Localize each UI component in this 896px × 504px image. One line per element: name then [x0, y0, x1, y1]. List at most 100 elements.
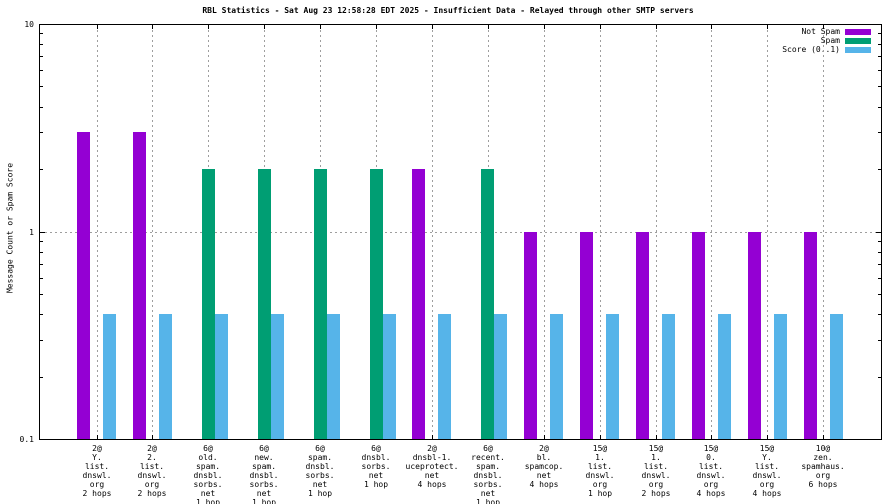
bar-not-spam	[804, 232, 817, 439]
x-tick-label-line: new.	[254, 453, 274, 462]
x-tick-label-line: 6@	[203, 444, 213, 453]
x-tick-top	[152, 25, 153, 29]
x-tick-label-line: 6@	[315, 444, 325, 453]
x-tick-label-line: list.	[698, 462, 724, 471]
x-tick-label-line: 2 hops	[641, 489, 671, 498]
y-tick-minor-left	[40, 44, 43, 45]
x-tick-label-line: 2@	[147, 444, 157, 453]
bar-score	[215, 314, 228, 439]
x-tick-label: 2@ Y. list. dnswl. org 2 hops	[64, 444, 130, 498]
legend-item: Spam	[782, 36, 871, 45]
y-tick-minor-right	[878, 294, 881, 295]
y-tick-minor-left	[40, 33, 43, 34]
x-tick-label-line: 4 hops	[696, 489, 726, 498]
y-tick-minor-right	[878, 377, 881, 378]
x-tick-label-line: Y.	[762, 453, 772, 462]
x-tick-label-line: 1 hop	[195, 498, 221, 504]
x-tick-label-line: net	[312, 480, 328, 489]
legend-label: Score (0..1)	[782, 45, 840, 54]
x-tick-label-line: sorbs.	[249, 480, 279, 489]
x-tick-label-line: 1 hop	[307, 489, 333, 498]
x-tick-label-line: 1 hop	[587, 489, 613, 498]
x-tick-bottom	[432, 435, 433, 439]
x-tick-label-line: 6@	[259, 444, 269, 453]
x-tick-label-line: 2@	[92, 444, 102, 453]
legend-swatch	[845, 37, 871, 44]
y-tick-minor-right	[878, 169, 881, 170]
x-tick-label-line: dnswl.	[82, 471, 112, 480]
y-tick-minor-right	[878, 278, 881, 279]
y-tick-minor-right	[878, 107, 881, 108]
x-tick-label-line: uceprotect.	[405, 462, 459, 471]
y-tick-minor-left	[40, 107, 43, 108]
x-tick-bottom	[97, 435, 98, 439]
x-tick-label: 2@ 2. list. dnswl. org 2 hops	[119, 444, 185, 498]
x-tick-label-line: 10@	[815, 444, 831, 453]
x-tick-top	[432, 25, 433, 29]
x-tick-top	[97, 25, 98, 29]
x-tick-label-line: zen.	[813, 453, 833, 462]
y-tick-major-right	[876, 24, 881, 25]
x-tick-label: 10@ zen. spamhaus. org 6 hops	[790, 444, 856, 489]
bar-spam	[370, 169, 383, 439]
x-tick-label-line: sorbs.	[473, 480, 503, 489]
x-tick-label: 15@ 0. list. dnswl. org 4 hops	[678, 444, 744, 498]
x-tick-label-line: 2@	[539, 444, 549, 453]
bar-score	[383, 314, 396, 439]
x-tick-label-line: list.	[84, 462, 110, 471]
x-tick-label-line: 6 hops	[808, 480, 838, 489]
x-tick-top	[656, 25, 657, 29]
bar-score	[438, 314, 451, 439]
y-tick-minor-left	[40, 132, 43, 133]
x-tick-top	[823, 25, 824, 29]
x-tick-label: 15@ Y. list. dnswl. org 4 hops	[734, 444, 800, 498]
x-tick-top	[208, 25, 209, 29]
x-tick-label-line: 4 hops	[529, 480, 559, 489]
y-tick-minor-left	[40, 241, 43, 242]
bar-not-spam	[133, 132, 146, 439]
x-tick-bottom	[823, 435, 824, 439]
x-tick-label-line: dnsbl.	[473, 471, 503, 480]
x-tick-label-line: list.	[754, 462, 780, 471]
y-tick-minor-right	[878, 252, 881, 253]
x-tick-label-line: dnsbl.	[193, 471, 223, 480]
y-tick-minor-left	[40, 86, 43, 87]
y-tick-major-left	[40, 24, 45, 25]
x-tick-label-line: 1 hop	[363, 480, 389, 489]
x-tick-label-line: 4 hops	[752, 489, 782, 498]
x-tick-label-line: net	[536, 471, 552, 480]
y-tick-minor-right	[878, 33, 881, 34]
x-tick-label-line: net	[480, 489, 496, 498]
x-tick-label-line: 15@	[703, 444, 719, 453]
x-tick-label-line: 1.	[651, 453, 661, 462]
x-tick-label-line: spam.	[475, 462, 501, 471]
y-tick-minor-right	[878, 56, 881, 57]
bar-not-spam	[524, 232, 537, 439]
y-tick-minor-left	[40, 252, 43, 253]
x-tick-label-line: sorbs.	[361, 462, 391, 471]
y-tick-minor-right	[878, 86, 881, 87]
x-tick-label-line: net	[368, 471, 384, 480]
bar-score	[494, 314, 507, 439]
y-tick-minor-left	[40, 377, 43, 378]
x-tick-label-line: dnswl.	[696, 471, 726, 480]
bar-score	[718, 314, 731, 439]
x-tick-label-line: net	[200, 489, 216, 498]
chart-title: RBL Statistics - Sat Aug 23 12:58:28 EDT…	[202, 6, 694, 15]
x-tick-bottom	[767, 435, 768, 439]
y-tick-minor-left	[40, 294, 43, 295]
y-gridline	[40, 232, 881, 233]
x-tick-label-line: 1 hop	[251, 498, 277, 504]
bar-spam	[202, 169, 215, 439]
x-tick-label-line: org	[815, 471, 831, 480]
bar-spam	[314, 169, 327, 439]
x-tick-label-line: org	[648, 480, 664, 489]
x-tick-label-line: dnsbl-1.	[412, 453, 452, 462]
x-tick-label-line: 15@	[592, 444, 608, 453]
y-tick-major-right	[876, 232, 881, 233]
legend-swatch	[845, 46, 871, 53]
x-tick-label-line: dnsbl.	[305, 462, 335, 471]
plot-border	[39, 24, 882, 440]
y-tick-label: 1	[29, 228, 34, 237]
x-tick-label: 15@ 1. list. dnswl. org 1 hop	[567, 444, 633, 498]
